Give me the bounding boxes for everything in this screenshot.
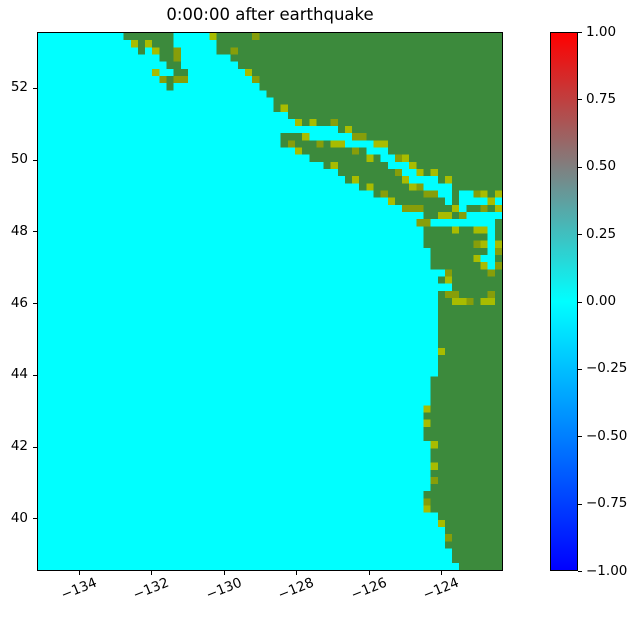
colorbar-tick [578,166,582,168]
colorbar-tick-label: −0.25 [586,360,628,377]
y-tick-label: 42 [10,438,28,455]
colorbar-tick [578,32,582,33]
y-tick [33,446,37,448]
x-tick-label: −124 [420,574,462,604]
colorbar-tick [578,571,582,572]
y-tick-label: 40 [10,509,28,526]
colorbar-tick [578,436,582,438]
colorbar-tick-label: −0.75 [586,495,628,512]
y-tick-label: 52 [10,79,28,96]
x-tick [151,571,153,575]
colorbar-tick [578,301,582,303]
y-tick [33,374,37,376]
plot-area [37,32,503,571]
colorbar-tick [578,503,582,505]
colorbar-tick [578,234,582,236]
colorbar [550,32,578,571]
colorbar-tick [578,99,582,101]
y-tick-label: 46 [10,294,28,311]
y-tick-label: 48 [10,222,28,239]
colorbar-tick-label: 1.00 [586,23,617,40]
y-tick [33,231,37,233]
x-tick [441,571,443,575]
colorbar-tick-label: 0.75 [586,90,617,107]
y-tick [33,87,37,89]
y-tick [33,303,37,305]
plot-title: 0:00:00 after earthquake [166,5,374,24]
y-tick-label: 44 [10,366,28,383]
x-tick-label: −130 [203,574,245,604]
x-tick [296,571,298,575]
x-tick [368,571,370,575]
colorbar-tick [578,368,582,370]
map-canvas [38,33,502,570]
x-tick-label: −128 [276,574,317,604]
y-tick [33,518,37,520]
colorbar-tick-label: 0.25 [586,225,617,242]
colorbar-tick-label: −1.00 [586,562,628,579]
x-tick-label: −134 [58,574,100,604]
y-tick [33,159,37,161]
x-tick [223,571,225,575]
x-tick-label: −126 [348,574,389,604]
colorbar-tick-label: 0.50 [586,158,617,175]
y-tick-label: 50 [10,151,28,168]
x-tick-label: −132 [131,574,172,604]
colorbar-tick-label: −0.50 [586,427,628,444]
colorbar-tick-label: 0.00 [586,293,617,309]
x-tick [79,571,80,575]
